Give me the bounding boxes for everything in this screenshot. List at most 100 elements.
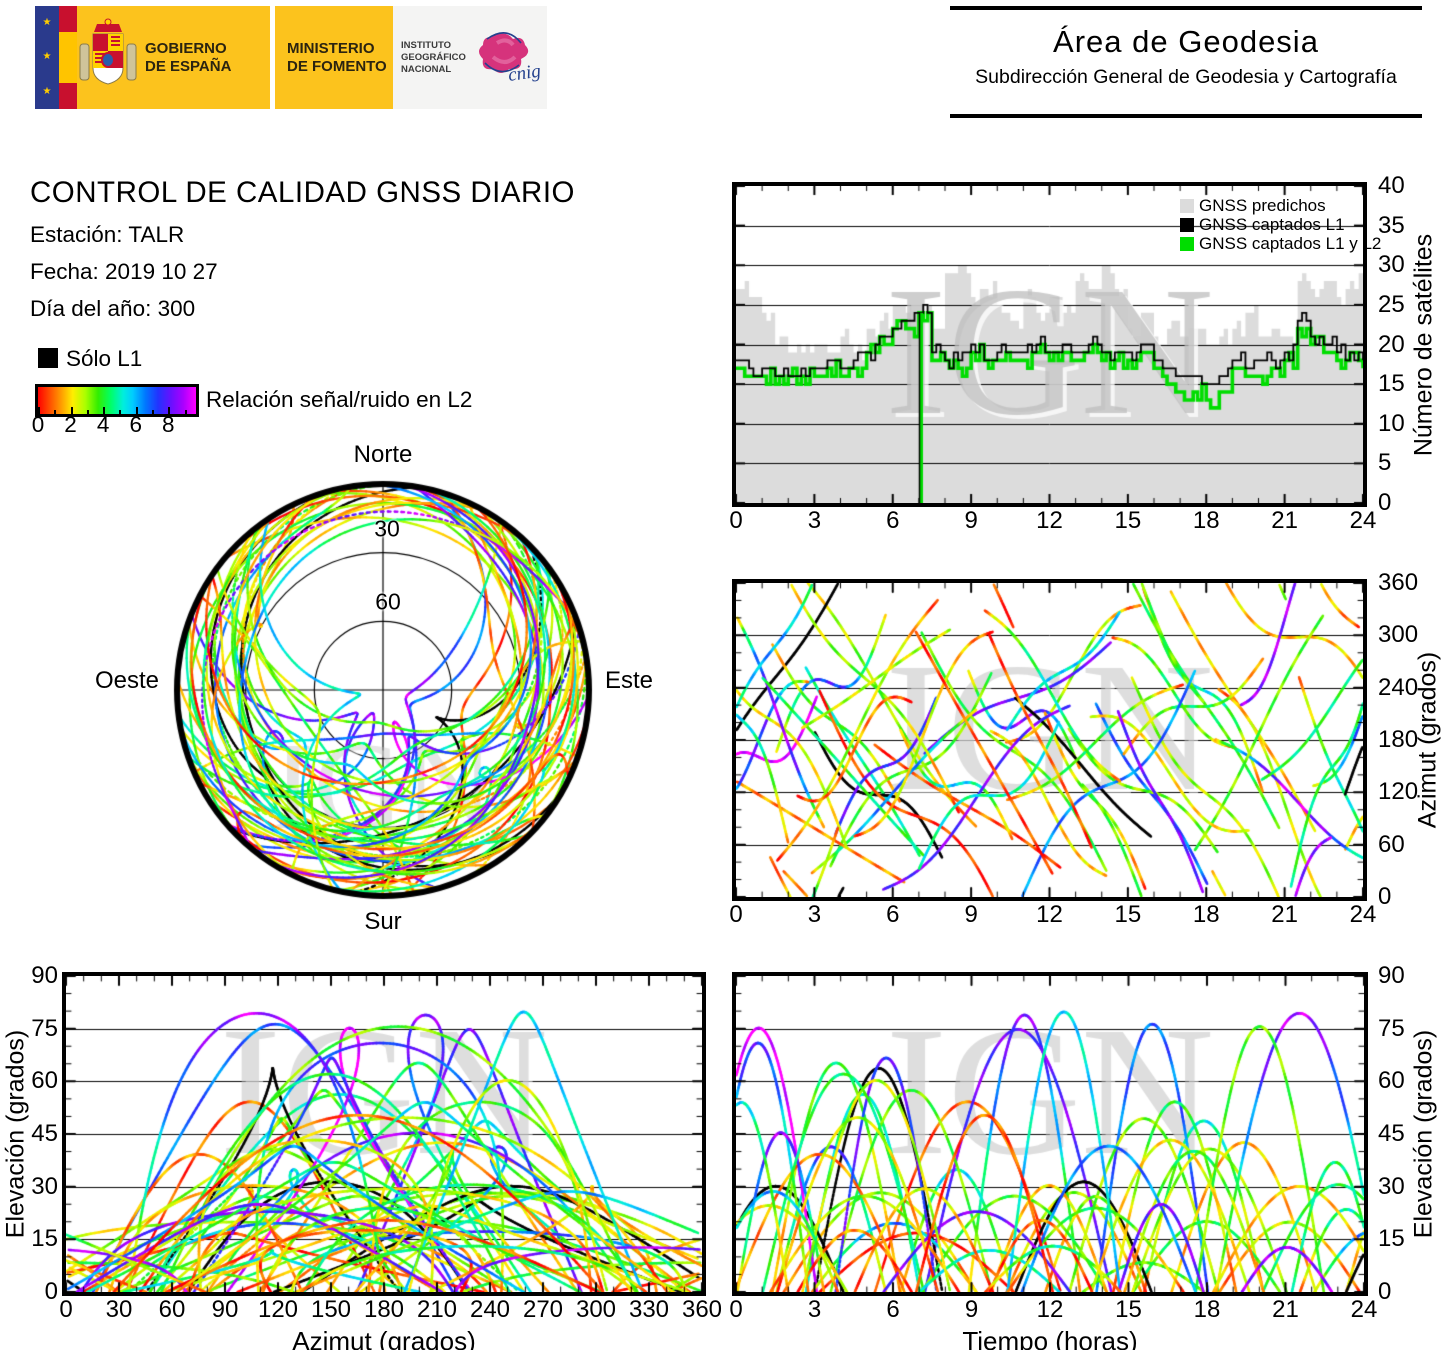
skyplot-ring-60-label: 60 [375,588,401,615]
tick-label: 15 [1115,1296,1142,1323]
tick-label: 9 [964,1296,979,1323]
cnig-logo-icon: cnig [479,31,542,85]
tick-label: 15 [1378,370,1405,398]
legend-swatch-l1l2 [1180,236,1194,251]
government-logo-banner: ★ ★ ★ GOBIERNO D [35,6,547,109]
colorbar-tick [86,410,89,414]
elevation-azimuth-chart [62,972,706,1296]
tick-label: 60 [158,1296,186,1323]
tick-label: 5 [1378,449,1392,477]
tick-label: 12 [1036,901,1063,928]
elevation-time-chart [732,972,1368,1296]
skyplot-south-label: Sur [364,908,402,935]
tick-label: 24 [1349,507,1377,534]
ign-block: INSTITUTO GEOGRÁFICO NACIONAL cnig [393,6,547,109]
elevation-azimuth-x-axis-title: Azimut (grados) [292,1326,476,1350]
tick-label: 18 [1193,1296,1221,1323]
colorbar-tick [119,410,122,414]
tick-label: 360 [681,1296,723,1323]
tick-label: 40 [1378,172,1405,199]
tick-label: 15 [1378,1225,1405,1253]
tick-label: 12 [1036,507,1063,534]
tick-label: 45 [31,1120,58,1147]
tick-label: 360 [1378,569,1419,596]
tick-label: 0 [729,1296,743,1323]
tick-label: 60 [1378,1067,1405,1095]
skyplot-north-label: Norte [353,441,413,468]
tick-label: 210 [416,1296,458,1323]
colorbar-tick-label: 0 [31,412,45,437]
tick-label: 0 [44,1278,58,1305]
tick-label: 300 [1378,621,1419,649]
doy-label: Día del año: 300 [30,296,196,321]
legend-swatch-predicted [1180,198,1194,213]
colorbar-tick [70,407,73,414]
tick-label: 75 [31,1014,58,1042]
spain-flag-stripe [59,6,77,109]
skyplot-west-label: Oeste [94,667,160,694]
tick-label: 3 [807,1296,822,1323]
satellite-count-canvas [736,186,1363,503]
tick-label: 60 [1378,830,1405,858]
elevation-time-canvas [736,976,1364,1292]
tick-label: 24 [1350,1296,1378,1323]
area-title: Área de Geodesia [1053,24,1319,59]
elevation-time-x-axis-title: Tiempo (horas) [962,1326,1138,1350]
colorbar-tick-label: 8 [162,412,175,437]
tick-label: 0 [729,901,743,928]
gobierno-label: GOBIERNO DE ESPAÑA [145,39,232,75]
tick-label: 120 [257,1296,299,1323]
skyplot-ring-30-label: 30 [374,515,400,542]
tick-label: 270 [522,1296,564,1323]
tick-label: 15 [1114,507,1142,534]
colorbar-tick-label: 6 [129,412,142,437]
satellite-count-chart [732,182,1367,507]
tick-label: 6 [886,901,900,928]
eu-star-icon: ★ [42,85,52,97]
tick-label: 24 [1349,901,1377,928]
snr-colorbar [35,384,199,417]
tick-label: 90 [31,962,58,989]
tick-label: 20 [1378,330,1405,358]
colorbar-caption: Relación señal/ruido en L2 [206,387,473,412]
l1-only-swatch [38,348,58,368]
colorbar-tick [135,407,138,414]
legend-swatch-l1 [1180,217,1194,232]
tick-label: 60 [31,1067,58,1095]
colorbar-tick [103,407,106,414]
elevation-azimuth-canvas [66,976,702,1292]
tick-label: 180 [363,1296,405,1323]
colorbar-tick [54,410,57,414]
spain-coat-of-arms-icon [79,18,137,85]
colorbar-tick [184,410,187,414]
legend-label-predicted: GNSS predichos [1199,195,1326,215]
date-label: Fecha: 2019 10 27 [30,259,218,284]
tick-label: 45 [1378,1120,1405,1147]
satellite-count-legend: GNSS predichos GNSS captados L1 GNSS cap… [1180,196,1381,253]
tick-label: 180 [1378,726,1419,753]
tick-label: 0 [1378,883,1392,910]
station-label: Estación: TALR [30,222,185,247]
geodesy-unit-box: Área de Geodesia Subdirección General de… [950,6,1422,118]
tick-label: 30 [1378,251,1405,279]
colorbar-tick [168,407,171,414]
skyplot [171,478,595,902]
l1-only-label: Sólo L1 [66,346,143,371]
elevation-time-y-axis-title: Elevación (grados) [1409,1029,1438,1239]
tick-label: 0 [1378,1278,1392,1305]
tick-label: 9 [964,901,978,928]
tick-label: 30 [1378,1172,1405,1200]
report-title: CONTROL DE CALIDAD GNSS DIARIO [30,176,575,209]
tick-label: 21 [1272,1296,1299,1323]
eu-star-icon: ★ [42,51,52,63]
colorbar-tick-label: 2 [64,412,77,437]
tick-label: 150 [310,1296,352,1323]
svg-text:cnig: cnig [507,60,542,85]
colorbar-tick-label: 4 [96,412,110,437]
tick-label: 330 [628,1296,670,1323]
tick-label: 30 [105,1296,133,1323]
ministerio-label: MINISTERIO DE FOMENTO [287,39,387,75]
tick-label: 21 [1271,507,1298,534]
legend-label-l1: GNSS captados L1 [1199,214,1345,234]
